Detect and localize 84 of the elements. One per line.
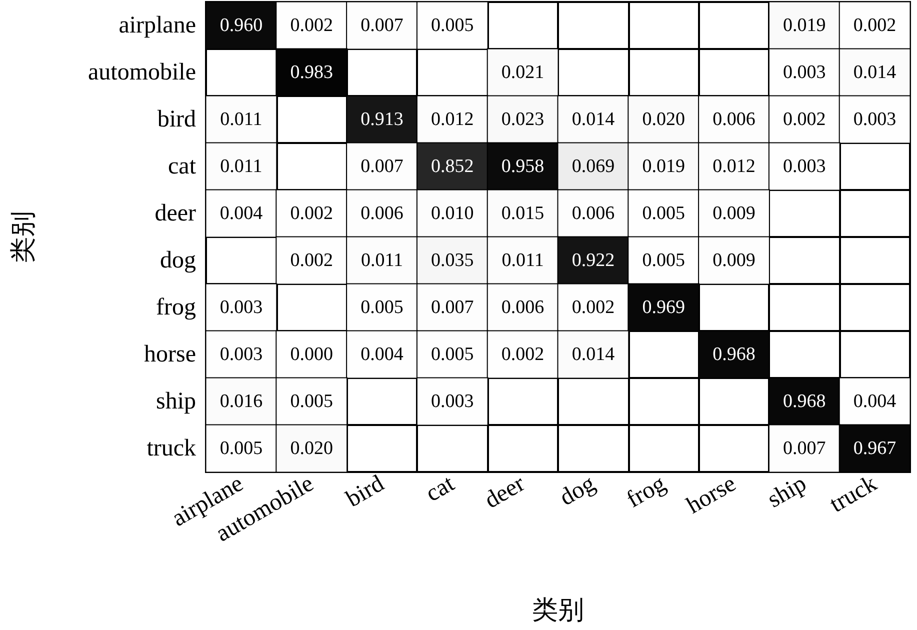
data-label: 0.006 — [360, 203, 404, 224]
data-label: 0.035 — [431, 250, 474, 271]
data-label: 0.015 — [501, 203, 544, 224]
data-label: 0.004 — [853, 391, 897, 412]
x-tick-label: cat — [422, 470, 460, 508]
data-label: 0.020 — [642, 109, 685, 130]
data-label: 0.010 — [431, 203, 474, 224]
data-label: 0.003 — [853, 109, 896, 130]
data-label: 0.006 — [572, 203, 615, 224]
data-label: 0.005 — [431, 15, 474, 36]
data-label: 0.003 — [220, 297, 263, 318]
data-label: 0.960 — [220, 15, 263, 36]
x-tick-label: bird — [342, 470, 388, 513]
data-label: 0.011 — [502, 250, 544, 271]
data-label: 0.003 — [783, 62, 826, 83]
data-label: 0.005 — [642, 250, 685, 271]
data-label: 0.006 — [501, 297, 544, 318]
data-label: 0.069 — [572, 156, 615, 177]
data-label: 0.958 — [501, 156, 544, 177]
data-label: 0.002 — [572, 297, 615, 318]
y-tick-label: horse — [144, 342, 196, 368]
data-label: 0.007 — [783, 438, 826, 459]
data-label: 0.969 — [642, 297, 685, 318]
data-label: 0.005 — [431, 344, 474, 365]
data-label: 0.004 — [220, 203, 264, 224]
data-label: 0.913 — [360, 109, 404, 130]
data-label: 0.012 — [431, 109, 474, 130]
y-tick-label: deer — [154, 200, 196, 226]
data-label: 0.011 — [220, 156, 262, 177]
data-label: 0.002 — [783, 109, 826, 130]
data-label: 0.014 — [853, 62, 897, 83]
data-label: 0.011 — [360, 250, 404, 271]
y-tick-label: cat — [168, 154, 196, 180]
x-tick-label: deer — [480, 470, 530, 514]
data-label: 0.002 — [853, 15, 896, 36]
data-label: 0.016 — [220, 391, 263, 412]
data-label: 0.007 — [360, 156, 404, 177]
y-tick-label: airplane — [118, 12, 196, 38]
data-label: 0.007 — [360, 15, 404, 36]
data-label: 0.021 — [501, 62, 544, 83]
data-label: 0.002 — [290, 15, 333, 36]
x-tick-label: frog — [622, 470, 670, 514]
data-label: 0.002 — [290, 250, 333, 271]
data-label: 0.000 — [290, 344, 333, 365]
x-tick-label: ship — [763, 470, 811, 514]
x-axis-title: 类别 — [532, 596, 584, 624]
data-label: 0.004 — [360, 344, 404, 365]
data-label: 0.852 — [431, 156, 474, 177]
data-label: 0.002 — [501, 344, 544, 365]
data-label: 0.007 — [431, 297, 474, 318]
data-label: 0.005 — [360, 297, 404, 318]
data-label: 0.012 — [712, 156, 756, 177]
data-label: 0.014 — [572, 344, 616, 365]
data-label: 0.023 — [501, 109, 544, 130]
data-label: 0.968 — [783, 391, 826, 412]
y-tick-label: bird — [157, 106, 196, 132]
data-label: 0.019 — [642, 156, 685, 177]
data-label: 0.009 — [712, 250, 756, 271]
data-label: 0.922 — [572, 250, 615, 271]
data-label: 0.005 — [220, 438, 263, 459]
y-tick-label: frog — [156, 294, 196, 320]
data-label: 0.020 — [290, 438, 333, 459]
y-tick-label: automobile — [88, 60, 196, 86]
data-label: 0.983 — [290, 62, 333, 83]
data-label: 0.003 — [783, 156, 826, 177]
data-label: 0.003 — [220, 344, 263, 365]
y-tick-label: truck — [146, 436, 196, 462]
data-label: 0.968 — [712, 344, 756, 365]
data-label: 0.014 — [572, 109, 616, 130]
data-label: 0.006 — [712, 109, 756, 130]
y-tick-label: dog — [160, 248, 196, 274]
data-label: 0.011 — [220, 109, 262, 130]
y-tick-label: ship — [156, 388, 196, 414]
data-label: 0.005 — [290, 391, 333, 412]
data-label: 0.009 — [712, 203, 756, 224]
y-axis-title: 类别 — [8, 211, 38, 263]
data-label: 0.967 — [853, 438, 896, 459]
data-label: 0.005 — [642, 203, 685, 224]
data-label: 0.003 — [431, 391, 474, 412]
x-tick-label: dog — [556, 470, 600, 512]
x-tick-label: horse — [682, 470, 740, 520]
x-tick-label: truck — [826, 470, 882, 518]
data-label: 0.019 — [783, 15, 826, 36]
data-label: 0.002 — [290, 203, 333, 224]
